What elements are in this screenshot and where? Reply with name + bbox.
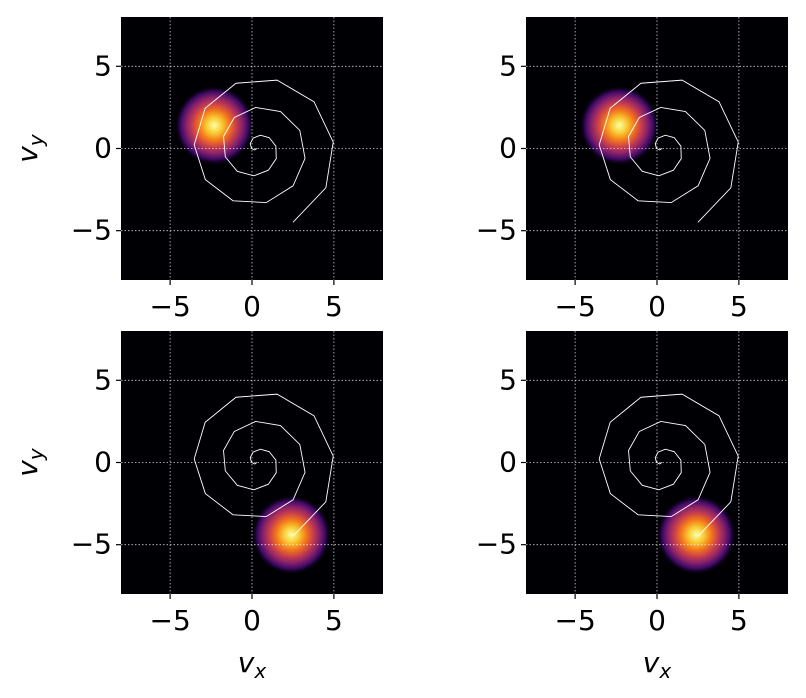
spiral-curve: [598, 393, 739, 537]
spiral-curve: [193, 393, 334, 537]
x-tick-label: −5: [149, 604, 190, 637]
x-tick-label: −5: [554, 604, 595, 637]
x-tick-label: 0: [648, 604, 666, 637]
y-tick-label: −5: [71, 214, 112, 247]
density-peak: [656, 494, 737, 575]
axis-label: vx: [643, 646, 672, 683]
axis-label-symbol: v: [643, 646, 660, 679]
axis-label-symbol: v: [11, 146, 44, 163]
spiral-curve: [193, 79, 334, 223]
plot-area: [526, 17, 788, 280]
axis-label-subscript: y: [24, 133, 48, 147]
axis-label: vy: [11, 133, 48, 163]
x-tick-label: 0: [243, 604, 261, 637]
x-tick-label: 0: [648, 290, 666, 323]
y-tick-label: −5: [476, 528, 517, 561]
x-tick-label: 5: [730, 290, 748, 323]
density-peak: [579, 85, 660, 166]
axis-label-subscript: x: [658, 659, 671, 683]
y-tick-label: 0: [499, 446, 517, 479]
y-tick-label: 0: [499, 132, 517, 165]
axis-label-subscript: y: [24, 447, 48, 461]
plot-area: [121, 17, 383, 280]
y-tick-label: 5: [94, 49, 112, 82]
axis-label-symbol: v: [238, 646, 255, 679]
axis-label-subscript: x: [253, 659, 266, 683]
y-tick-label: 5: [94, 363, 112, 396]
plot-area: [121, 331, 383, 594]
axis-label: vx: [238, 646, 267, 683]
x-tick-label: 5: [325, 604, 343, 637]
y-tick-label: −5: [476, 214, 517, 247]
y-tick-label: 0: [94, 446, 112, 479]
x-tick-label: 5: [325, 290, 343, 323]
spiral-curve: [598, 79, 739, 223]
axis-label-symbol: v: [11, 460, 44, 477]
subplot: −5 0 5 −5 0 5 vx: [476, 331, 788, 683]
x-tick-label: −5: [554, 290, 595, 323]
axis-label: vy: [11, 447, 48, 477]
x-tick-label: 5: [730, 604, 748, 637]
density-peak: [251, 494, 332, 575]
x-tick-label: −5: [149, 290, 190, 323]
subplot: −5 0 5 −5 0 5 vy: [11, 17, 383, 323]
plot-area: [526, 331, 788, 594]
x-tick-label: 0: [243, 290, 261, 323]
subplot: −5 0 5 −5 0 5: [476, 17, 788, 323]
y-tick-label: −5: [71, 528, 112, 561]
y-tick-label: 0: [94, 132, 112, 165]
density-peak: [174, 85, 255, 166]
y-tick-label: 5: [499, 363, 517, 396]
y-tick-label: 5: [499, 49, 517, 82]
